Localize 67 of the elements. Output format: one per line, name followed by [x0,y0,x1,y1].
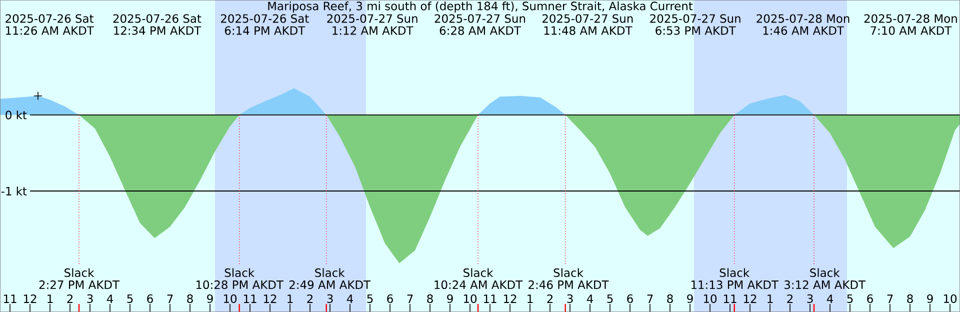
x-tick-label: 11 [484,294,496,303]
x-tick-label: 10 [224,294,237,303]
ref-line-label: Slack 10:24 AM AKDT [434,268,523,290]
annotation: 2025-07-27 Sun 11:48 AM AKDT [542,14,633,35]
annotation: 2025-07-27 Sun 1:12 AM AKDT [327,14,418,35]
x-tick-label: 3 [567,294,573,303]
chart-title: Mariposa Reef, 3 mi south of (depth 184 ft), Sumner Strait, Alaska Current [268,1,693,13]
x-tick-label: 10 [704,294,717,303]
ref-line-label: Slack 2:46 PM AKDT [528,268,609,290]
x-tick-label: 7 [887,294,893,303]
y-tick-label: -1 kt [1,186,27,196]
x-tick-label: 4 [826,294,834,303]
x-tick-label: 10 [464,294,477,303]
x-tick-label: 12 [744,294,756,303]
x-tick-label: 1 [768,294,773,303]
x-tick-label: 7 [167,294,173,303]
x-tick-label: 9 [207,294,213,303]
x-tick-label: 2 [67,294,72,303]
x-tick-label: 8 [187,294,193,303]
annotation: 2025-07-28 Mon 7:10 AM AKDT [864,14,957,35]
x-tick-label: 10 [944,294,957,303]
x-tick-label: 2 [787,294,793,303]
ref-line-label: Slack 3:12 AM AKDT [784,268,866,290]
x-tick-label: 3 [327,294,333,303]
x-tick-label: 12 [504,294,516,303]
x-tick-label: 11 [4,294,16,303]
annotation: 2025-07-27 Sun 6:28 AM AKDT [434,14,526,35]
x-tick-label: 5 [127,294,133,303]
x-tick-label: 1 [288,294,293,303]
annotation: 2025-07-26 Sat 6:14 PM AKDT [220,14,309,35]
x-tick-label: 4 [586,294,594,303]
x-tick-label: 8 [667,294,673,303]
ref-line-label: Slack 11:13 PM AKDT [691,268,778,290]
annotation: 2025-07-28 Mon 1:46 AM AKDT [756,14,850,35]
x-tick-label: 6 [147,294,153,303]
x-tick-label: 11 [244,294,256,303]
x-tick-label: 7 [407,294,413,303]
x-tick-label: 2 [547,294,553,303]
x-tick-label: 3 [87,294,93,303]
x-tick-label: 6 [867,294,873,303]
x-tick-label: 3 [807,294,813,303]
x-tick-label: 8 [907,294,913,303]
x-tick-label: 9 [687,294,693,303]
x-tick-label: 8 [427,294,433,303]
x-tick-label: 7 [647,294,653,303]
x-tick-label: 5 [847,294,853,303]
x-tick-label: 1 [528,294,533,303]
x-tick-label: 4 [106,294,113,303]
x-tick-label: 5 [607,294,613,303]
x-tick-label: 4 [346,294,354,303]
x-tick-label: 5 [367,294,373,303]
ref-line-label: Slack 10:28 PM AKDT [196,268,284,290]
y-tick-label: 0 kt [6,110,27,120]
annotation: 2025-07-26 Sat 12:34 PM AKDT [113,14,202,35]
x-tick-label: 9 [447,294,453,303]
ref-line-label: Slack 2:27 PM AKDT [39,268,120,289]
x-tick-label: 12 [24,294,36,303]
ref-line-label: Slack 2:49 AM AKDT [289,268,371,290]
annotation: 2025-07-26 Sat 11:26 AM AKDT [6,14,94,35]
x-tick-label: 2 [307,294,313,303]
x-tick-label: 6 [387,294,393,303]
x-tick-label: 1 [48,294,53,303]
x-tick-label: 6 [627,294,633,303]
annotation: 2025-07-27 Sun 6:53 PM AKDT [650,14,740,35]
x-tick-label: 12 [264,294,276,303]
x-tick-label: 9 [927,294,933,303]
x-tick-label: 11 [724,294,736,303]
